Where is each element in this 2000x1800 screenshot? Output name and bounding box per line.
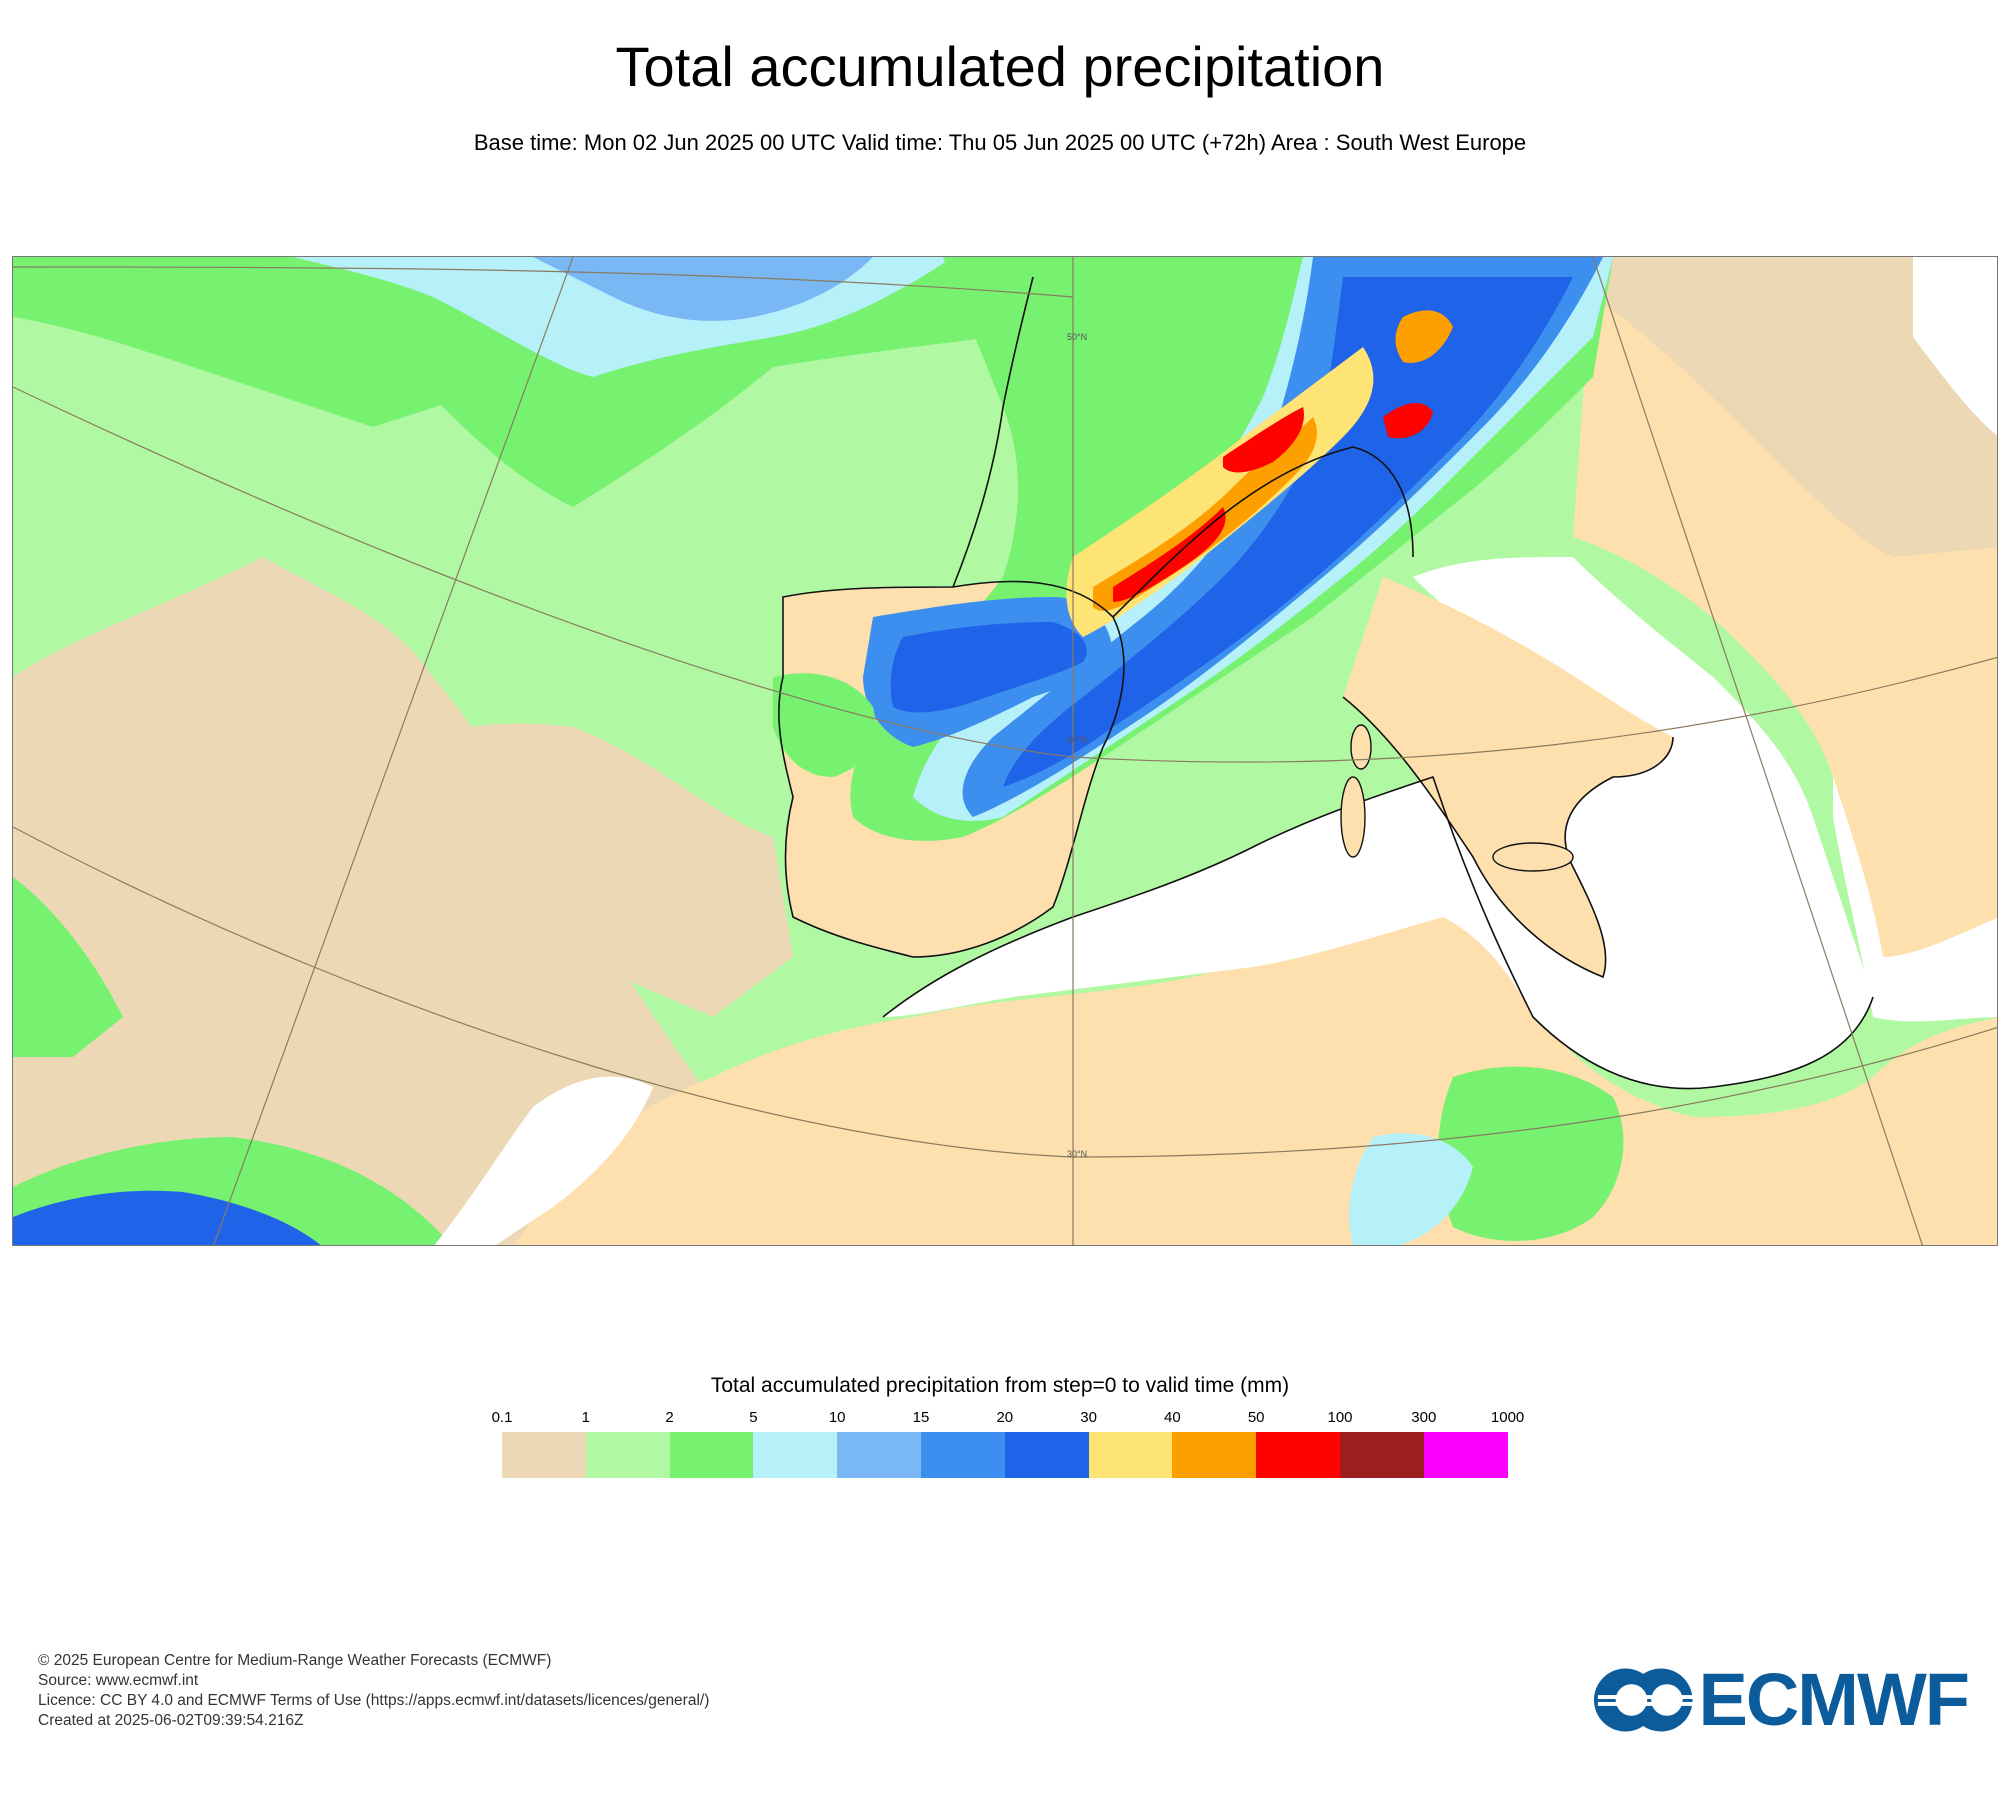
legend-swatch-10 [1339,1432,1424,1478]
legend-swatch-3 [753,1432,838,1478]
sardinia-island [1340,776,1366,858]
legend-tick-9: 50 [1247,1409,1265,1426]
lat-label-50: 50°N [1067,332,1087,342]
chart-subtitle: Base time: Mon 02 Jun 2025 00 UTC Valid … [473,130,1527,155]
lat-label-40: 40°N [1067,735,1087,745]
legend-swatch-4 [837,1432,921,1478]
legend-swatch-1 [585,1432,670,1478]
legend-swatch-6 [1004,1432,1089,1478]
legend-swatch-8 [1172,1432,1257,1478]
legend-swatch-9 [1256,1432,1340,1478]
legend-swatch-0 [502,1432,586,1478]
legend-tick-11: 300 [1411,1409,1437,1426]
precipitation-map: 50°N 40°N 30°N [12,256,1998,1246]
legend-colorbar [502,1432,1508,1478]
ecmwf-logo-text: ECMWF [1698,1658,1970,1741]
legend-swatch-11 [1423,1432,1508,1478]
sicily-island [1492,842,1574,872]
map-canvas: 50°N 40°N 30°N [13,257,1997,1245]
mediterranean-sea [883,677,1873,1089]
graticule [13,257,1997,1245]
legend-swatch-2 [669,1432,754,1478]
sahara-storm-patch [1438,1066,1624,1241]
italy-land [1343,577,1673,977]
legend-tick-12: 1000 [1490,1409,1525,1426]
legend-tick-10: 100 [1327,1409,1353,1426]
legend-swatch-5 [920,1432,1005,1478]
legend-ticks: 0.1 1 2 5 10 15 20 30 40 50 100 300 1000 [0,1408,2000,1430]
legend-tick-6: 20 [996,1409,1014,1426]
footer-credits: © 2025 European Centre for Medium-Range … [38,1651,709,1731]
legend-tick-3: 5 [749,1409,758,1426]
intense-core-red [1113,507,1226,602]
legend-title: Total accumulated precipitation from ste… [710,1374,1290,1397]
created-line: Created at 2025-06-02T09:39:54.216Z [38,1712,304,1729]
corsica-island [1350,724,1372,770]
legend-tick-1: 1 [581,1409,590,1426]
ecmwf-logo: ECMWF [1592,1658,1970,1741]
legend-tick-5: 15 [912,1409,930,1426]
copyright-line: © 2025 European Centre for Medium-Range … [38,1652,552,1669]
ecmwf-logo-mark [1593,1668,1693,1732]
legend-tick-0: 0.1 [491,1409,513,1426]
north-africa-land [514,907,1997,1245]
atlantic-dry-zone [13,557,703,1245]
source-line: Source: www.ecmwf.int [38,1672,199,1689]
legend-tick-8: 40 [1164,1409,1181,1426]
legend-tick-4: 10 [828,1409,846,1426]
legend-tick-2: 2 [665,1409,674,1426]
legend-swatch-7 [1088,1432,1173,1478]
lat-label-30: 30°N [1067,1149,1087,1159]
licence-line: Licence: CC BY 4.0 and ECMWF Terms of Us… [38,1692,710,1709]
chart-title: Total accumulated precipitation [615,35,1385,98]
legend-tick-7: 30 [1080,1409,1097,1426]
